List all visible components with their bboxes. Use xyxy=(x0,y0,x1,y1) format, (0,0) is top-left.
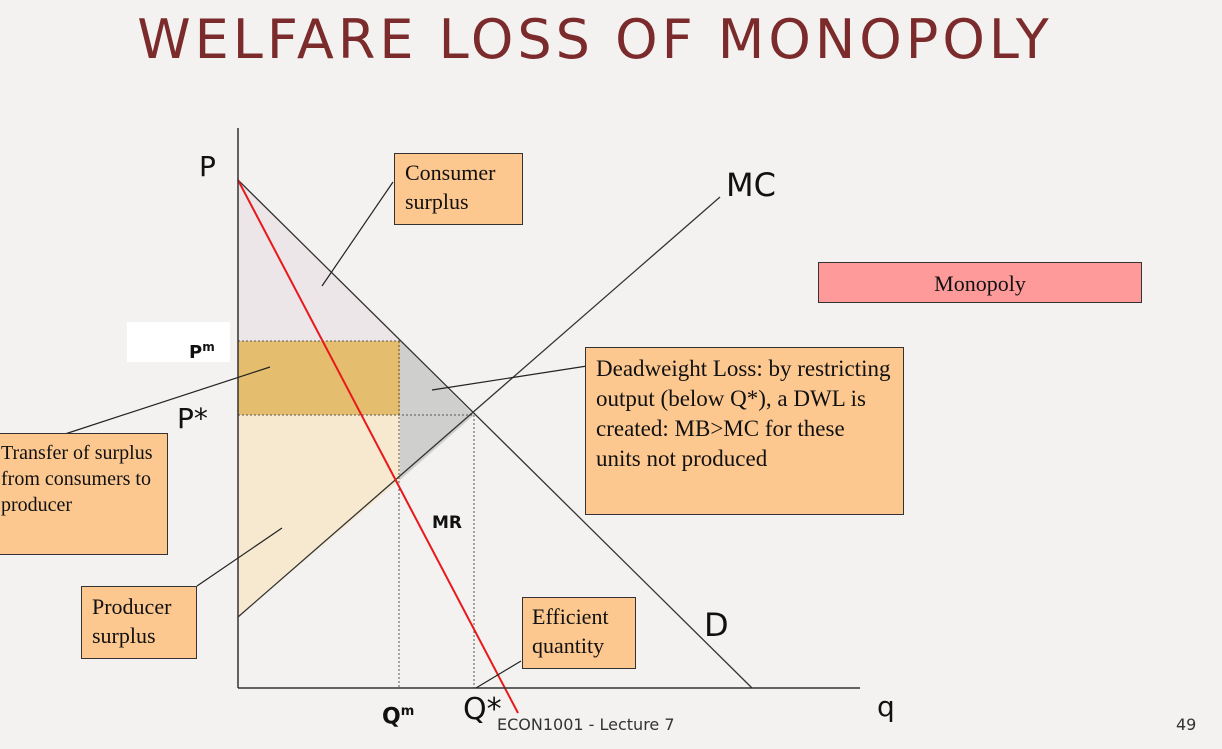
qty-monopoly-label-sup: m xyxy=(400,704,415,719)
deadweight-loss-area xyxy=(400,341,474,480)
producer-surplus-area xyxy=(238,415,400,617)
producer-surplus-pointer xyxy=(196,527,283,587)
producer-surplus-callout: Producer surplus xyxy=(81,586,197,659)
price-monopoly-label-text: P xyxy=(189,342,203,363)
page-number: 49 xyxy=(1176,715,1197,734)
efficient-quantity-pointer xyxy=(475,660,522,689)
qty-efficient-label: Q* xyxy=(463,692,502,727)
qty-monopoly-label: Qm xyxy=(382,704,414,729)
demand-label: D xyxy=(704,606,729,644)
deadweight-loss-pointer xyxy=(431,365,588,391)
transfer-callout: Transfer of surplus from consumers to pr… xyxy=(0,433,168,555)
footer-text: ECON1001 - Lecture 7 xyxy=(497,715,675,734)
monopoly-label-box: Monopoly xyxy=(818,262,1142,303)
price-monopoly-label: Pm xyxy=(189,340,215,363)
mc-curve xyxy=(237,196,721,618)
y-axis-label: P xyxy=(199,150,216,183)
mr-curve xyxy=(237,179,519,714)
qty-monopoly-label-text: Q xyxy=(382,704,401,730)
transfer-area xyxy=(238,341,400,415)
x-axis-label: q xyxy=(877,690,895,723)
pm-label-background xyxy=(127,322,230,362)
deadweight-loss-callout: Deadweight Loss: by restricting output (… xyxy=(585,347,904,515)
efficient-quantity-callout: Efficient quantity xyxy=(522,597,636,669)
price-monopoly-label-sup: m xyxy=(202,340,215,354)
price-competitive-label: P* xyxy=(177,402,208,435)
slide-title: WELFARE LOSS OF MONOPOLY xyxy=(137,8,1053,71)
mc-label: MC xyxy=(726,166,776,204)
mr-label: MR xyxy=(432,513,463,533)
consumer-surplus-callout: Consumer surplus xyxy=(394,153,523,225)
demand-curve xyxy=(237,179,753,689)
transfer-pointer xyxy=(64,366,271,435)
consumer-surplus-pointer xyxy=(321,181,394,287)
